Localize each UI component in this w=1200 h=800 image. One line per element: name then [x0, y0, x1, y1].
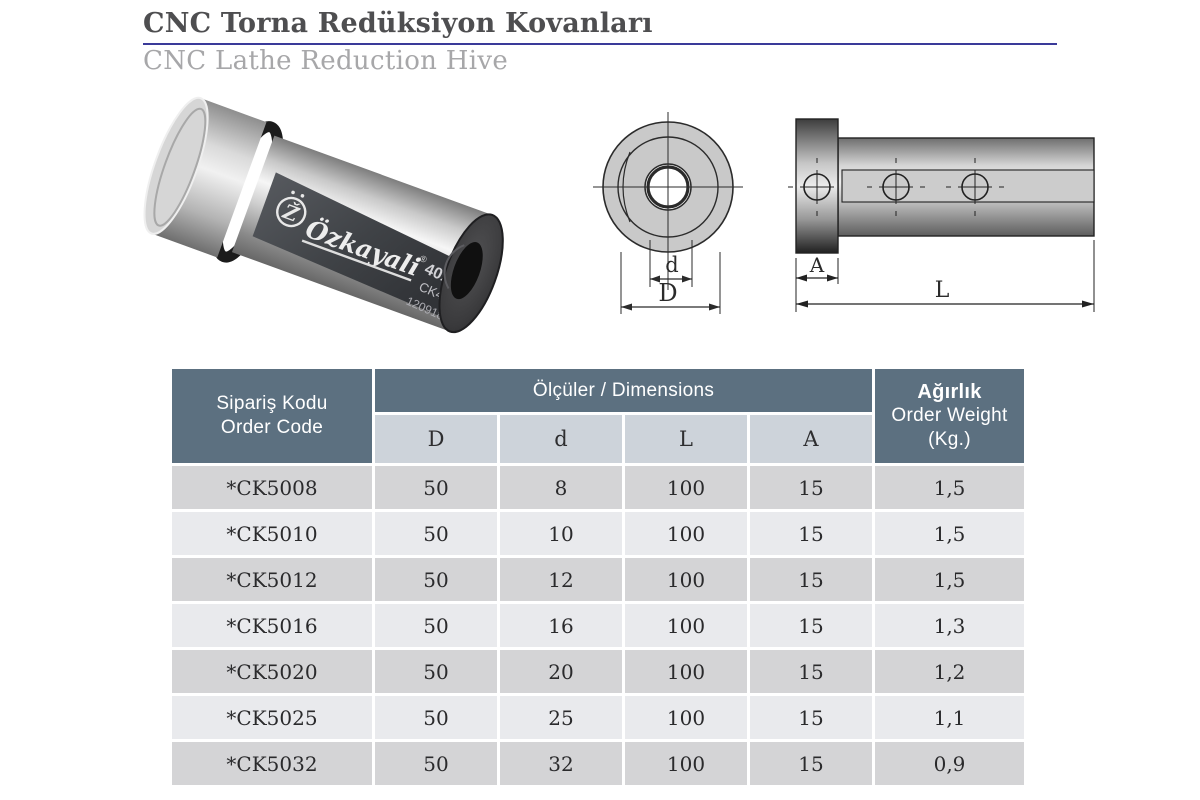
reduction-sleeve-photo: Ž Özkayali ® 40X16 CK4016 120918 [143, 96, 504, 334]
table-row: *CK5010 50 10 100 15 1,5 [172, 512, 1024, 555]
cell-L: 100 [625, 604, 747, 647]
cell-D: 50 [375, 742, 497, 785]
cell-D: 50 [375, 604, 497, 647]
cell-L: 100 [625, 696, 747, 739]
dim-label-A: A [809, 253, 825, 277]
cell-order-code: *CK5032 [172, 742, 372, 785]
cell-d: 25 [500, 696, 622, 739]
cell-order-code: *CK5016 [172, 604, 372, 647]
cell-d: 32 [500, 742, 622, 785]
engraved-flat [252, 172, 474, 323]
header-weight-tr: Ağırlık [917, 381, 982, 403]
subheader-L: L [625, 415, 747, 463]
cell-A: 15 [750, 650, 872, 693]
cell-A: 15 [750, 512, 872, 555]
cell-D: 50 [375, 650, 497, 693]
subheader-A: A [750, 415, 872, 463]
front-view-svg: d D [593, 112, 743, 314]
page-subtitle: CNC Lathe Reduction Hive [143, 46, 509, 76]
cell-A: 15 [750, 604, 872, 647]
cell-D: 50 [375, 466, 497, 509]
subheader-d: d [500, 415, 622, 463]
cell-order-code: *CK5020 [172, 650, 372, 693]
table-row: *CK5025 50 25 100 15 1,1 [172, 696, 1024, 739]
cell-order-code: *CK5025 [172, 696, 372, 739]
flange [143, 96, 267, 258]
table-row: *CK5012 50 12 100 15 1,5 [172, 558, 1024, 601]
header-order-code-en: Order Code [220, 417, 324, 438]
header-weight-en: Order Weight [891, 405, 1008, 426]
title-underline [143, 43, 1057, 45]
dim-label-L: L [935, 278, 950, 303]
brand-underline [301, 239, 412, 282]
cell-weight: 1,2 [875, 650, 1024, 693]
header-dimensions: Ölçüler / Dimensions [375, 369, 872, 412]
header-order-code: Sipariş Kodu Order Code [172, 369, 372, 463]
cell-A: 15 [750, 742, 872, 785]
cell-A: 15 [750, 558, 872, 601]
sleeve-body: Ž Özkayali ® 40X16 CK4016 120918 [231, 135, 504, 334]
spec-table: Sipariş Kodu Order Code Ölçüler / Dimens… [169, 366, 1027, 788]
cell-weight: 1,5 [875, 512, 1024, 555]
product-photo: Ž Özkayali ® 40X16 CK4016 120918 [130, 85, 550, 355]
header-order-code-tr: Sipariş Kodu [216, 393, 328, 414]
page-header: CNC Torna Redüksiyon Kovanları CNC Lathe… [143, 8, 1057, 76]
header-weight-unit: (Kg.) [928, 429, 971, 450]
side-view-svg: A L [788, 118, 1095, 312]
cell-d: 8 [500, 466, 622, 509]
page-title: CNC Torna Redüksiyon Kovanları [143, 8, 653, 39]
cell-d: 12 [500, 558, 622, 601]
cell-D: 50 [375, 696, 497, 739]
cell-weight: 1,1 [875, 696, 1024, 739]
front-view-drawing: d D [580, 90, 760, 325]
dim-label-D: D [658, 279, 677, 307]
cell-weight: 1,3 [875, 604, 1024, 647]
cell-A: 15 [750, 696, 872, 739]
cell-L: 100 [625, 558, 747, 601]
subheader-D: D [375, 415, 497, 463]
table-row: *CK5032 50 32 100 15 0,9 [172, 742, 1024, 785]
cell-L: 100 [625, 650, 747, 693]
cell-order-code: *CK5012 [172, 558, 372, 601]
side-view-drawing: A L [785, 105, 1110, 320]
cell-L: 100 [625, 466, 747, 509]
cell-weight: 1,5 [875, 558, 1024, 601]
cell-L: 100 [625, 512, 747, 555]
cell-order-code: *CK5010 [172, 512, 372, 555]
cell-D: 50 [375, 512, 497, 555]
cell-weight: 0,9 [875, 742, 1024, 785]
cell-D: 50 [375, 558, 497, 601]
header-weight: Ağırlık Order Weight (Kg.) [875, 369, 1024, 463]
cell-A: 15 [750, 466, 872, 509]
cell-d: 16 [500, 604, 622, 647]
table-row: *CK5020 50 20 100 15 1,2 [172, 650, 1024, 693]
cell-L: 100 [625, 742, 747, 785]
cell-d: 20 [500, 650, 622, 693]
table-row: *CK5008 50 8 100 15 1,5 [172, 466, 1024, 509]
bore-hole [450, 242, 483, 300]
cell-weight: 1,5 [875, 466, 1024, 509]
cell-d: 10 [500, 512, 622, 555]
registered-mark: ® [419, 253, 429, 265]
dim-label-d: d [665, 253, 678, 277]
table-row: *CK5016 50 16 100 15 1,3 [172, 604, 1024, 647]
cell-order-code: *CK5008 [172, 466, 372, 509]
